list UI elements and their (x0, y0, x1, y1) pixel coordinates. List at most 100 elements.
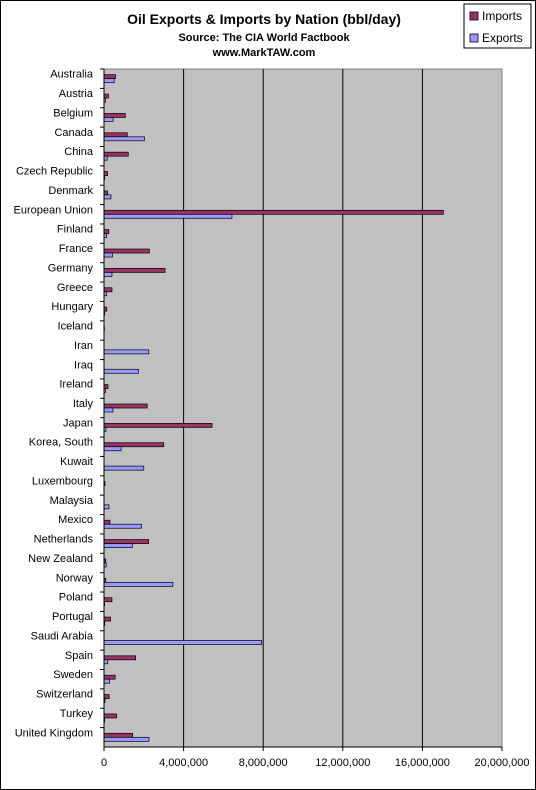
bar-imports (103, 151, 129, 157)
category-label: Saudi Arabia (31, 630, 94, 642)
legend: Imports Exports (463, 3, 532, 49)
category-label: Japan (63, 417, 93, 429)
bar-exports (103, 213, 233, 219)
bar-exports (103, 523, 142, 529)
bar-exports (103, 446, 122, 452)
category-label: Netherlands (34, 534, 94, 546)
bar-exports (103, 678, 110, 684)
chart-subtitle-website: www.MarkTAW.com (212, 47, 316, 59)
bar-exports (103, 272, 113, 277)
bar-imports (103, 442, 165, 448)
x-axis-ticks: 0 4,000,000 8,000,000 12,000,000 16,000,000 2… (101, 747, 530, 769)
bar-imports (103, 694, 110, 699)
bar-imports (103, 113, 126, 118)
category-label: Canada (54, 127, 93, 139)
legend-swatch-imports (469, 11, 479, 21)
bar-imports (103, 616, 111, 622)
bar-exports (103, 407, 114, 413)
category-label: Ireland (59, 379, 93, 391)
legend-swatch-exports (469, 33, 479, 43)
category-label: Hungary (51, 301, 93, 313)
category-label: Iceland (58, 321, 93, 333)
bar-imports (103, 171, 108, 176)
bar-imports (103, 384, 109, 389)
bar-imports (103, 74, 116, 80)
category-label: Malaysia (50, 495, 94, 507)
bar-imports (103, 268, 166, 273)
bar-imports (103, 287, 113, 293)
bar-imports (103, 93, 109, 99)
bar-imports (103, 732, 134, 738)
x-tick-label: 8,000,000 (239, 757, 288, 769)
category-label: Turkey (60, 708, 94, 720)
category-label: Belgium (53, 107, 93, 119)
bar-exports (103, 736, 150, 742)
category-label: Iraq (74, 359, 93, 371)
bar-imports (103, 539, 149, 544)
bar-exports (103, 194, 112, 200)
bar-imports (103, 519, 111, 525)
bar-imports (103, 674, 116, 680)
bar-imports (103, 229, 110, 235)
legend-label-exports: Exports (482, 31, 523, 45)
x-tick-label: 12,000,000 (315, 757, 370, 769)
category-label: Austria (59, 88, 94, 100)
category-label: United Kingdom (15, 727, 93, 739)
bar-imports (103, 423, 213, 428)
category-label: Denmark (48, 185, 93, 197)
bar-exports (103, 543, 133, 548)
bar-imports (103, 190, 108, 196)
category-label: Mexico (58, 514, 93, 526)
category-label: Poland (59, 592, 93, 604)
bar-exports (103, 465, 145, 471)
category-label: Sweden (53, 669, 93, 681)
category-label: Spain (65, 650, 93, 662)
category-label: Germany (48, 262, 94, 274)
category-label: Czech Republic (16, 166, 94, 178)
category-label: Korea, South (29, 437, 93, 449)
x-tick-label: 20,000,000 (474, 757, 529, 769)
bar-exports (103, 252, 113, 258)
x-tick-label: 4,000,000 (159, 757, 208, 769)
category-label: Portugal (52, 611, 93, 623)
category-labels: Australia Austria Belgium Canada China Czech … (13, 68, 104, 739)
bar-imports (103, 655, 136, 661)
category-label: New Zealand (28, 553, 93, 565)
chart-subtitle-source: Source: The CIA World Factbook (178, 32, 350, 44)
bar-exports (103, 136, 145, 142)
category-label: China (64, 146, 94, 158)
bar-imports (103, 403, 148, 409)
category-label: Iran (74, 340, 93, 352)
chart-title: Oil Exports & Imports by Nation (bbl/day… (127, 11, 401, 27)
bar-exports (103, 117, 114, 122)
x-tick-label: 0 (101, 757, 107, 769)
bars (103, 74, 444, 742)
bar-exports (103, 78, 115, 84)
bar-exports (103, 504, 110, 510)
x-tick-label: 16,000,000 (395, 757, 450, 769)
category-label: Australia (50, 69, 94, 81)
category-label: Italy (73, 398, 94, 410)
bar-imports (103, 209, 444, 215)
plot-area (103, 68, 503, 748)
bar-imports (103, 132, 128, 138)
bar-imports (103, 713, 117, 719)
category-label: France (59, 243, 93, 255)
category-label: Switzerland (36, 689, 93, 701)
category-label: Finland (57, 224, 93, 236)
bar-exports (103, 368, 139, 374)
legend-label-imports: Imports (482, 9, 522, 23)
bar-imports (103, 248, 150, 254)
bar-exports (103, 659, 109, 665)
category-label: Luxembourg (32, 475, 93, 487)
category-label: Norway (56, 572, 94, 584)
bar-imports (103, 597, 113, 603)
bar-exports (103, 349, 150, 355)
category-label: Kuwait (60, 456, 93, 468)
gridlines (183, 69, 423, 747)
bar-exports (103, 581, 174, 587)
category-label: Greece (57, 282, 93, 294)
category-label: European Union (13, 204, 93, 216)
bar-exports (103, 640, 262, 645)
